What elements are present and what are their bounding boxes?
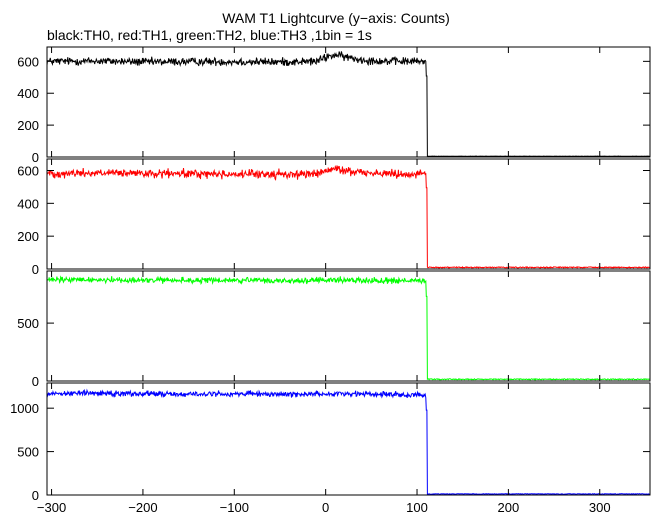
- y-tick-label: 0: [32, 150, 39, 165]
- panel-th3: 0 500 1000: [10, 382, 651, 503]
- y-tick-label: 200: [17, 229, 39, 244]
- y-tick-label: 1000: [10, 401, 39, 416]
- x-tick-label: 0: [322, 500, 329, 515]
- panel-th2: 0 500: [17, 270, 651, 389]
- y-tick-label: 400: [17, 86, 39, 101]
- chart-title: WAM T1 Lightcurve (y−axis: Counts): [222, 10, 450, 26]
- x-tick-label: −100: [220, 500, 249, 515]
- chart-subtitle: black:TH0, red:TH1, green:TH2, blue:TH3 …: [47, 27, 372, 43]
- y-tick-label: 500: [17, 316, 39, 331]
- panel-frame: [46, 270, 651, 382]
- y-tick-label: 200: [17, 118, 39, 133]
- y-tick-label: 0: [32, 262, 39, 277]
- series-line-th1: [46, 165, 650, 269]
- series-line-th0: [46, 51, 650, 157]
- series-line-th2: [46, 275, 650, 381]
- panel-frame: [46, 46, 651, 158]
- x-tick-label: 300: [589, 500, 611, 515]
- x-tick-label: 100: [406, 500, 428, 515]
- y-tick-label: 0: [32, 488, 39, 503]
- panel-th1: 0 200 400 600: [17, 158, 651, 277]
- y-tick-label: 0: [32, 374, 39, 389]
- x-tick-label: −300: [37, 500, 66, 515]
- x-tick-label: −200: [128, 500, 157, 515]
- y-tick-label: 400: [17, 196, 39, 211]
- panel-frame: [46, 158, 651, 270]
- y-tick-label: 600: [17, 54, 39, 69]
- y-tick-label: 500: [17, 445, 39, 460]
- panel-th0: 0 200 400 600: [17, 46, 651, 165]
- x-tick-label: 200: [498, 500, 520, 515]
- panel-frame: [46, 382, 651, 496]
- x-axis: −300 −200 −100 0 100 200 300: [37, 500, 611, 515]
- y-tick-label: 600: [17, 163, 39, 178]
- series-line-th3: [46, 388, 650, 495]
